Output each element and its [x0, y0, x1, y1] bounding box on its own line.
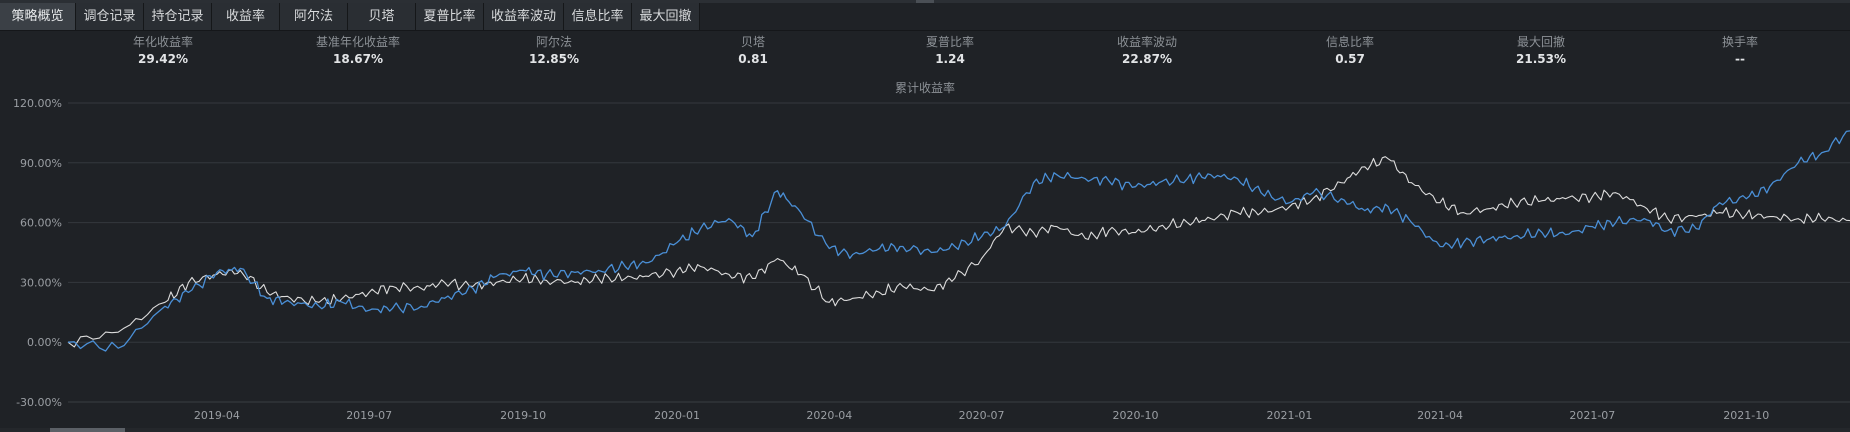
y-tick-label: 0.00% — [27, 336, 62, 349]
tab-sharpe[interactable]: 夏普比率 — [416, 3, 484, 30]
metric-value: 12.85% — [529, 52, 579, 66]
metric-value: 22.87% — [1122, 52, 1172, 66]
tab-information-ratio[interactable]: 信息比率 — [564, 3, 632, 30]
metric-value: 21.53% — [1516, 52, 1566, 66]
tab-bar: 策略概览 调仓记录 持仓记录 收益率 阿尔法 贝塔 夏普比率 收益率波动 信息比… — [0, 3, 700, 30]
top-drag-handle[interactable] — [916, 0, 934, 3]
metric-beta: 贝塔 0.81 — [663, 31, 843, 69]
x-tick-label: 2019-10 — [500, 409, 546, 422]
strategy-series-line — [67, 130, 1850, 352]
metric-value: 29.42% — [138, 52, 188, 66]
tab-holding-records[interactable]: 持仓记录 — [144, 3, 212, 30]
metric-max-drawdown: 最大回撤 21.53% — [1451, 31, 1631, 69]
x-tick-label: 2019-04 — [194, 409, 240, 422]
metric-label: 信息比率 — [1325, 35, 1374, 49]
metric-label: 基准年化收益率 — [315, 35, 400, 49]
metric-label: 换手率 — [1721, 35, 1758, 49]
metric-value: -- — [1735, 52, 1745, 66]
y-tick-label: 120.00% — [13, 97, 62, 110]
metric-label: 年化收益率 — [132, 35, 193, 49]
metric-value: 18.67% — [333, 52, 383, 66]
tab-rebalance-records[interactable]: 调仓记录 — [76, 3, 144, 30]
tab-returns[interactable]: 收益率 — [212, 3, 280, 30]
chart-title: 累计收益率 — [895, 80, 955, 95]
metric-information-ratio: 信息比率 0.57 — [1260, 31, 1440, 69]
tab-alpha[interactable]: 阿尔法 — [280, 3, 348, 30]
metric-label: 贝塔 — [740, 35, 765, 49]
metric-label: 阿尔法 — [535, 35, 572, 49]
benchmark-series-line — [67, 156, 1850, 348]
x-tick-label: 2020-10 — [1113, 409, 1159, 422]
metric-label: 收益率波动 — [1116, 35, 1177, 49]
metric-label: 最大回撤 — [1516, 35, 1565, 49]
tab-volatility[interactable]: 收益率波动 — [484, 3, 564, 30]
metric-value: 0.57 — [1335, 52, 1365, 66]
metric-turnover: 换手率 -- — [1650, 31, 1830, 69]
x-tick-label: 2021-07 — [1569, 409, 1615, 422]
tab-beta[interactable]: 贝塔 — [348, 3, 416, 30]
x-tick-label: 2020-04 — [806, 409, 852, 422]
tab-bar-divider — [0, 30, 1850, 31]
metric-alpha: 阿尔法 12.85% — [464, 31, 644, 69]
metric-value: 1.24 — [935, 52, 965, 66]
horizontal-scrollbar[interactable] — [0, 428, 1850, 432]
y-tick-label: 90.00% — [20, 157, 62, 170]
metric-volatility: 收益率波动 22.87% — [1057, 31, 1237, 69]
tab-overview[interactable]: 策略概览 — [0, 3, 76, 30]
x-tick-label: 2019-07 — [346, 409, 392, 422]
x-tick-label: 2021-10 — [1723, 409, 1769, 422]
tab-max-drawdown[interactable]: 最大回撤 — [632, 3, 700, 30]
x-tick-label: 2020-07 — [959, 409, 1005, 422]
x-tick-label: 2020-01 — [654, 409, 700, 422]
metric-label: 夏普比率 — [925, 35, 974, 49]
scrollbar-thumb[interactable] — [50, 428, 125, 432]
y-tick-label: -30.00% — [16, 396, 62, 409]
metrics-row: 年化收益率 29.42% 基准年化收益率 18.67% 阿尔法 12.85% 贝… — [0, 31, 1850, 71]
y-tick-label: 30.00% — [20, 276, 62, 289]
metric-sharpe: 夏普比率 1.24 — [860, 31, 1040, 69]
metric-benchmark-return: 基准年化收益率 18.67% — [268, 31, 448, 69]
x-tick-label: 2021-01 — [1266, 409, 1312, 422]
y-tick-label: 60.00% — [20, 217, 62, 230]
x-tick-label: 2021-04 — [1417, 409, 1463, 422]
metric-annual-return: 年化收益率 29.42% — [73, 31, 253, 69]
metric-value: 0.81 — [738, 52, 768, 66]
